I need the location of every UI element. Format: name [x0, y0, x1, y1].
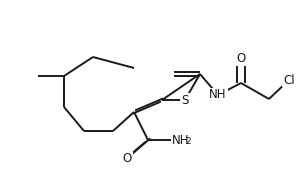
Text: S: S	[181, 93, 189, 106]
Text: NH: NH	[172, 133, 190, 146]
Text: NH: NH	[209, 89, 227, 102]
Text: Cl: Cl	[283, 74, 295, 86]
Text: 2: 2	[185, 137, 191, 146]
Text: O: O	[236, 52, 246, 65]
Text: O: O	[122, 152, 132, 164]
